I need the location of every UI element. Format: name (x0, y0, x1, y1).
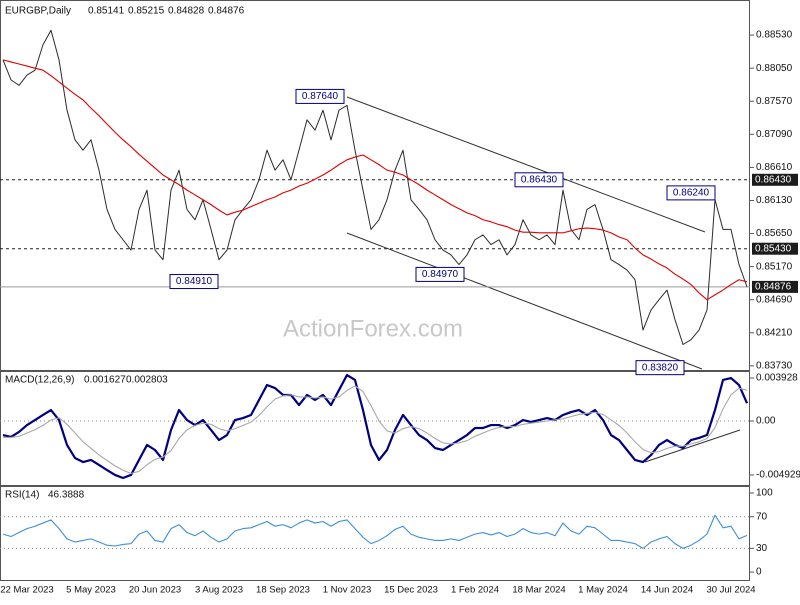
annotation-box (169, 274, 219, 290)
x-tick-label: 30 Jul 2024 (706, 585, 755, 596)
macd-trendline (644, 429, 741, 463)
header-value: 0.84876 (208, 6, 245, 17)
header-value: 0.85141 (88, 6, 125, 17)
y-tick-label: 0.86610 (756, 162, 793, 173)
x-tick-label: 20 Jun 2023 (129, 585, 181, 596)
annotation-label: 0.83820 (642, 362, 679, 373)
price-title: EURGBP,Daily (5, 6, 71, 17)
x-tick-label: 18 Sep 2023 (256, 585, 310, 596)
y-tick-label: 0.88050 (756, 63, 793, 74)
channel-lower (346, 232, 703, 370)
series-line (3, 385, 748, 475)
annotation-box (666, 185, 716, 201)
price-panel (0, 0, 750, 371)
x-tick-label: 1 Feb 2024 (451, 585, 499, 596)
watermark: ActionForex.com (283, 315, 463, 342)
macd-panel (0, 371, 750, 486)
y-tick-label: 0.84690 (756, 294, 793, 305)
x-tick-label: 1 Nov 2023 (323, 585, 372, 596)
y-tick-label: 100 (756, 488, 773, 499)
annotation-box (415, 266, 465, 282)
x-tick-label: 18 Mar 2024 (512, 585, 565, 596)
level-box (752, 280, 798, 293)
y-tick-label: 0.84210 (756, 327, 793, 338)
series-line (2, 514, 748, 549)
level-box (752, 242, 798, 255)
rsi-panel (0, 486, 750, 581)
y-tick-label: 0.83730 (756, 361, 793, 372)
rsi-title: RSI(14) (5, 490, 39, 501)
annotation-label: 0.86430 (521, 174, 558, 185)
y-tick-label: 0.87570 (756, 96, 793, 107)
x-tick-label: 15 Dec 2023 (384, 585, 438, 596)
x-tick-label: 22 Mar 2023 (0, 585, 53, 596)
y-tick-label: 0.87090 (756, 129, 793, 140)
annotation-label: 0.84970 (422, 269, 459, 280)
y-tick-label: 0.86130 (756, 195, 793, 206)
y-tick-label: 0.85170 (756, 261, 793, 272)
level-label: 0.85430 (755, 243, 792, 254)
macd-title: MACD(12,26,9) (5, 375, 74, 386)
x-tick-label: 14 Jun 2024 (641, 585, 693, 596)
x-tick-label: 1 May 2024 (578, 585, 628, 596)
y-tick-label: 70 (756, 511, 768, 522)
annotation-box (295, 88, 345, 104)
y-tick-label: 30 (756, 543, 768, 554)
y-tick-label: 0 (756, 567, 762, 578)
header-value: 0.002803 (126, 375, 168, 386)
y-tick-label: -0.004929 (756, 470, 800, 481)
series-line (2, 29, 748, 345)
level-label: 0.86430 (755, 174, 792, 185)
series-line (2, 373, 749, 480)
level-label: 0.84876 (755, 282, 792, 293)
channel-upper (346, 96, 706, 233)
y-tick-label: 0.003928 (756, 373, 798, 384)
y-tick-label: 0.88530 (756, 30, 793, 41)
y-tick-label: 0.00 (756, 416, 776, 427)
header-value: 0.85215 (128, 6, 165, 17)
annotation-label: 0.87640 (302, 91, 339, 102)
annotation-box (514, 172, 564, 188)
y-tick-label: 0.85650 (756, 228, 793, 239)
header-value: 0.84828 (168, 6, 205, 17)
level-box (752, 173, 798, 186)
annotation-label: 0.84910 (176, 276, 213, 287)
annotation-label: 0.86240 (673, 188, 710, 199)
x-tick-label: 3 Aug 2023 (195, 585, 243, 596)
series-line (2, 59, 748, 301)
header-value: 46.3888 (48, 490, 85, 501)
annotation-box (635, 360, 685, 376)
x-tick-label: 5 May 2023 (66, 585, 116, 596)
header-value: 0.001627 (84, 375, 126, 386)
